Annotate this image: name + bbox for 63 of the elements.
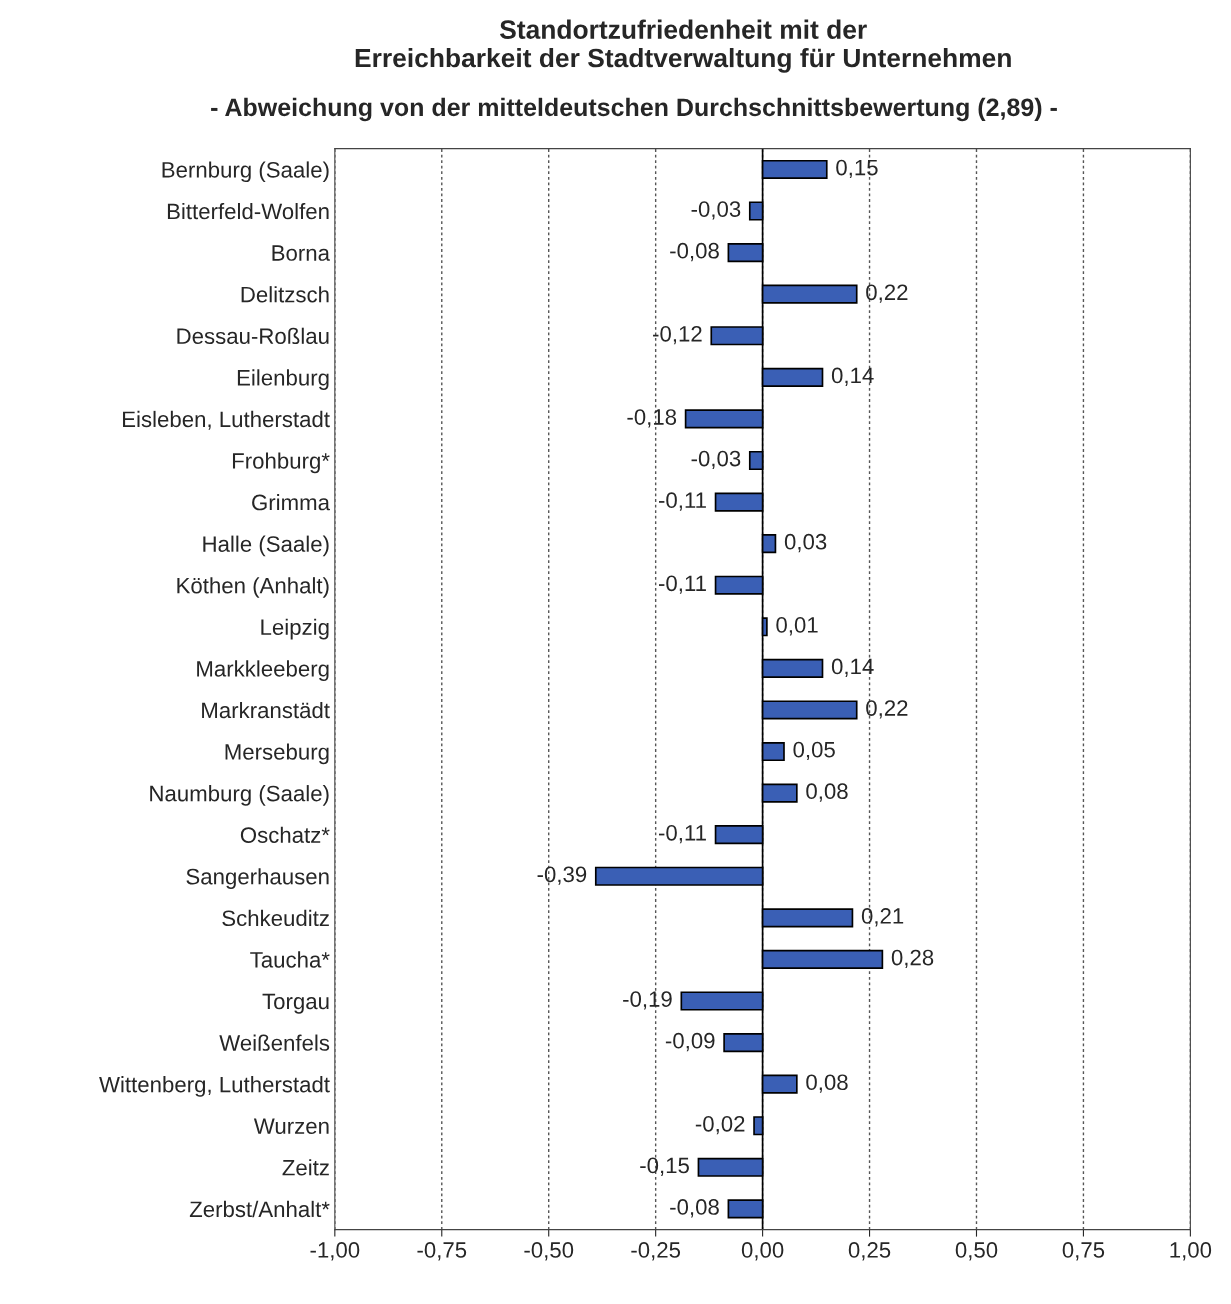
data-label: 0,08	[806, 783, 848, 802]
y-tick-label: Oschatz*	[240, 826, 330, 843]
y-tick-label: Halle (Saale)	[203, 535, 329, 557]
data-label: 0,03	[784, 533, 827, 553]
data-label: -0,09	[665, 1032, 715, 1052]
y-tick-label: Leipzig	[261, 618, 329, 640]
y-tick-label: Markranstädt	[202, 701, 330, 719]
data-label: 0,14	[831, 658, 874, 677]
data-label: 0,08	[806, 1074, 848, 1093]
y-tick-label: Markkleeberg	[197, 660, 329, 682]
data-label: 0,28	[891, 949, 934, 969]
y-tick-label: Zeitz	[282, 1159, 329, 1176]
data-label: -0,12	[653, 325, 702, 345]
x-tick-label: -1,00	[310, 1242, 360, 1261]
data-label: -0,02	[695, 1115, 745, 1135]
data-label: 0,14	[831, 367, 874, 386]
y-tick-label: Wittenberg, Lutherstadt	[99, 1076, 330, 1097]
data-label: -0,03	[691, 201, 741, 220]
data-label: -0,11	[658, 824, 706, 844]
data-label: 0,01	[776, 617, 818, 636]
y-tick-label: Köthen (Anhalt)	[177, 577, 329, 598]
y-tick-label: Weißenfels	[219, 1034, 330, 1051]
x-tick-label: -0,50	[524, 1242, 574, 1261]
data-label: 0,22	[866, 700, 908, 719]
y-tick-label: Schkeuditz	[222, 909, 329, 927]
y-tick-label: Zerbst/Anhalt*	[189, 1200, 330, 1218]
y-tick-label: Sangerhausen	[186, 868, 329, 889]
data-label: 0,15	[836, 159, 878, 179]
x-tick-label: 0,50	[955, 1242, 998, 1261]
y-tick-label: Wurzen	[253, 1118, 329, 1134]
data-label: -0,19	[623, 991, 672, 1010]
x-tick-label: 0,00	[741, 1242, 784, 1261]
y-tick-label: Delitzsch	[241, 286, 329, 303]
data-label: -0,11	[658, 492, 706, 511]
y-tick-label: Torgau	[262, 993, 329, 1014]
y-tick-label: Dessau-Roßlau	[177, 327, 329, 345]
y-tick-label: Bitterfeld-Wolfen	[167, 202, 329, 220]
data-label: -0,11	[658, 575, 706, 594]
data-label: -0,18	[627, 409, 677, 428]
chart-title: Standortzufriedenheit mit der Erreichbarkeit der Stadtverwaltung für Unternehmen	[355, 19, 1011, 73]
data-label: -0,08	[670, 242, 719, 262]
y-tick-label: Eisleben, Lutherstadt	[123, 410, 330, 430]
data-label: -0,08	[670, 1199, 719, 1218]
y-tick-label: Grimma	[252, 494, 330, 511]
data-label: 0,22	[866, 284, 908, 303]
y-tick-label: Naumburg (Saale)	[150, 785, 329, 806]
data-label: -0,39	[537, 866, 587, 885]
data-label: 0,21	[861, 908, 904, 927]
x-tick-label: -0,25	[631, 1242, 681, 1261]
chart-subtitle: - Abweichung von der mitteldeutschen Durchschnittsbewertung (2,89) -	[211, 97, 1057, 122]
x-tick-label: 1,00	[1170, 1242, 1212, 1261]
y-tick-label: Eilenburg	[237, 369, 329, 390]
data-label: -0,15	[640, 1157, 689, 1176]
y-tick-label: Merseburg	[225, 743, 329, 765]
y-tick-label: Bernburg (Saale)	[162, 161, 329, 183]
x-tick-label: 0,75	[1062, 1242, 1105, 1261]
x-tick-label: -0,75	[417, 1242, 467, 1261]
x-tick-label: 0,25	[848, 1242, 891, 1261]
y-tick-label: Taucha*	[250, 951, 330, 968]
data-label: -0,03	[691, 450, 741, 470]
y-tick-label: Borna	[272, 245, 330, 261]
y-tick-label: Frohburg*	[232, 452, 330, 474]
data-label: 0,05	[793, 741, 835, 761]
